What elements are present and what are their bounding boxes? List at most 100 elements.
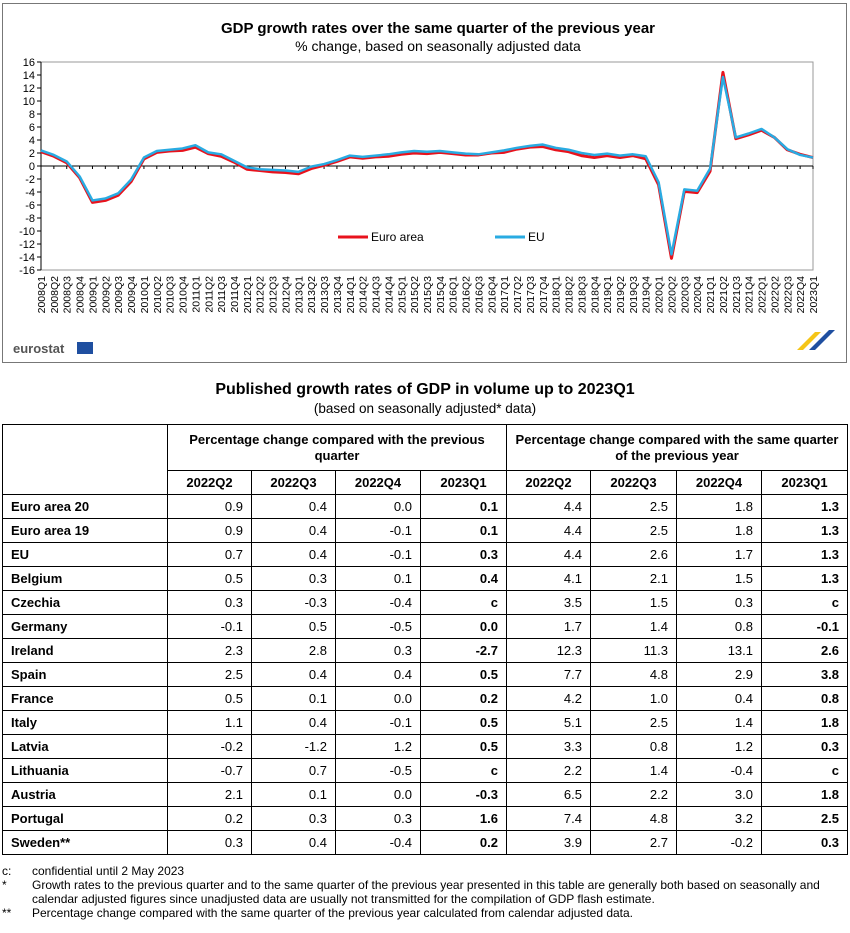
group-header-previous-quarter: Percentage change compared with the prev… (167, 424, 507, 471)
footnote: * Growth rates to the previous quarter an… (2, 878, 847, 906)
y-tick-label: -4 (25, 187, 35, 199)
table-cell: 1.0 (590, 686, 677, 711)
x-tick-label: 2015Q3 (422, 276, 434, 314)
table-cell: 1.2 (335, 734, 421, 759)
table-cell: 2.5 (590, 518, 677, 543)
table-cell: 1.4 (590, 758, 677, 783)
x-tick-label: 2018Q3 (576, 276, 588, 314)
table-cell: 4.4 (506, 542, 591, 567)
table-cell: 0.0 (335, 686, 421, 711)
table-cell: 2.3 (167, 638, 252, 663)
footnote-text: Growth rates to the previous quarter and… (32, 878, 820, 906)
table-row: Sweden** 0.3 0.4 -0.4 0.2 3.9 2.7 -0.2 0.3 (2, 830, 849, 855)
x-tick-label: 2018Q1 (551, 276, 563, 314)
y-tick-label: 16 (23, 57, 35, 69)
table-cell: 0.7 (167, 542, 252, 567)
table-cell: 1.3 (760, 542, 849, 567)
table-cell: 2.9 (676, 662, 762, 687)
x-tick-label: 2022Q4 (795, 276, 807, 314)
y-tick-label: -10 (19, 226, 35, 238)
table-corner-cell (2, 424, 168, 495)
table-cell: 2.2 (506, 758, 591, 783)
table-row: Germany -0.1 0.5 -0.5 0.0 1.7 1.4 0.8 -0.1 (2, 614, 849, 639)
x-tick-label: 2023Q1 (808, 276, 820, 314)
table-cell: 5.1 (506, 710, 591, 735)
table-row: Portugal 0.2 0.3 0.3 1.6 7.4 4.8 3.2 2.5 (2, 806, 849, 831)
x-tick-label: 2022Q1 (757, 276, 769, 314)
table-cell: 0.2 (167, 806, 252, 831)
footnote-mark: * (2, 878, 7, 892)
y-tick-label: 6 (29, 122, 35, 134)
table-cell: 7.7 (506, 662, 591, 687)
x-tick-label: 2020Q2 (666, 276, 678, 314)
footnote-text: Percentage change compared with the same… (32, 906, 634, 920)
table-cell: 0.1 (420, 518, 507, 543)
x-tick-label: 2010Q1 (139, 276, 151, 314)
table-cell: 0.8 (760, 686, 849, 711)
x-tick-label: 2016Q2 (461, 276, 473, 314)
table-cell: -2.7 (420, 638, 507, 663)
eu-flag-icon (77, 342, 93, 354)
eurostat-logo: eurostat (13, 341, 93, 356)
table-cell: 0.5 (167, 566, 252, 591)
table-cell: 0.1 (335, 566, 421, 591)
table-cell: -0.4 (335, 830, 421, 855)
table-cell: 0.1 (420, 494, 507, 519)
table-cell: c (420, 758, 507, 783)
table-cell: 1.3 (760, 518, 849, 543)
table-cell: 0.8 (676, 614, 762, 639)
table-cell: 0.4 (251, 710, 336, 735)
legend-label: Euro area (371, 230, 424, 244)
table-cell: 0.4 (251, 662, 336, 687)
table-cell: -1.2 (251, 734, 336, 759)
column-header: 2023Q1 (420, 470, 507, 495)
corner-logo-icon (797, 330, 835, 350)
footnote-mark: c: (2, 864, 12, 878)
row-label: Ireland (2, 638, 168, 663)
group-header-previous-year: Percentage change compared with the same… (505, 424, 849, 471)
table-cell: 2.5 (760, 806, 849, 831)
table-cell: 0.2 (420, 686, 507, 711)
table-cell: 4.4 (506, 518, 591, 543)
table-cell: 0.9 (167, 518, 252, 543)
x-tick-label: 2015Q4 (435, 276, 447, 314)
table-cell: 11.3 (590, 638, 677, 663)
x-tick-label: 2013Q3 (319, 276, 331, 314)
table-cell: 3.9 (506, 830, 591, 855)
chart-panel: GDP growth rates over the same quarter o… (2, 3, 847, 363)
x-tick-label: 2019Q2 (615, 276, 627, 314)
table-cell: -0.7 (167, 758, 252, 783)
table-row: Belgium 0.5 0.3 0.1 0.4 4.1 2.1 1.5 1.3 (2, 566, 849, 591)
table-cell: 1.5 (676, 566, 762, 591)
x-tick-label: 2020Q4 (692, 276, 704, 314)
table-cell: 0.5 (167, 686, 252, 711)
footnotes: c: confidential until 2 May 2023 * Growth … (2, 864, 847, 920)
table-cell: 1.6 (420, 806, 507, 831)
x-tick-label: 2009Q2 (100, 276, 112, 314)
table-cell: 0.3 (251, 566, 336, 591)
table-row: Ireland 2.3 2.8 0.3 -2.7 12.3 11.3 13.1 2.6 (2, 638, 849, 663)
y-tick-label: 4 (29, 135, 35, 147)
table-cell: 2.1 (167, 782, 252, 807)
row-label: Italy (2, 710, 168, 735)
table-cell: -0.1 (760, 614, 849, 639)
x-tick-label: 2012Q4 (280, 276, 292, 314)
table-cell: 0.4 (676, 686, 762, 711)
x-tick-label: 2014Q2 (358, 276, 370, 314)
row-label: Portugal (2, 806, 168, 831)
table-cell: -0.1 (335, 542, 421, 567)
table-cell: -0.5 (335, 614, 421, 639)
x-tick-label: 2014Q4 (383, 276, 395, 314)
column-header: 2022Q4 (335, 470, 421, 495)
table-cell: 7.4 (506, 806, 591, 831)
x-tick-label: 2009Q3 (113, 276, 125, 314)
table-row: Latvia -0.2 -1.2 1.2 0.5 3.3 0.8 1.2 0.3 (2, 734, 849, 759)
row-label: France (2, 686, 168, 711)
table-cell: 2.6 (590, 542, 677, 567)
table-cell: 2.8 (251, 638, 336, 663)
table-cell: 1.4 (676, 710, 762, 735)
x-tick-label: 2014Q3 (371, 276, 383, 314)
table-cell: 1.2 (676, 734, 762, 759)
table-cell: 0.5 (420, 662, 507, 687)
table-cell: -0.2 (676, 830, 762, 855)
